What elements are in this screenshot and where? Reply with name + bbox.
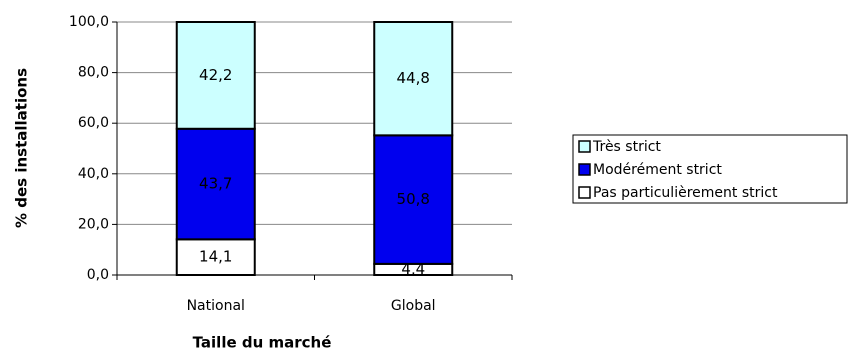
legend-label: Très strict xyxy=(592,139,661,155)
value-label: 42,2 xyxy=(199,66,232,84)
y-tick-label: 0,0 xyxy=(87,267,109,283)
value-label: 43,7 xyxy=(199,175,232,193)
bar-segment xyxy=(373,21,454,137)
x-tick-label: National xyxy=(187,298,245,314)
value-label: 44,8 xyxy=(397,69,430,87)
value-label: 50,8 xyxy=(397,190,430,208)
y-tick-label: 80,0 xyxy=(78,65,109,81)
legend-swatch xyxy=(578,140,591,153)
legend-swatch xyxy=(578,163,591,176)
bar-segment xyxy=(373,134,454,265)
y-tick-label: 40,0 xyxy=(78,166,109,182)
bar-segment xyxy=(175,238,256,276)
bar-segment xyxy=(175,127,256,241)
x-axis-title: Taille du marché xyxy=(193,334,332,352)
y-tick-label: 60,0 xyxy=(78,115,109,131)
y-axis-title: % des installations xyxy=(13,68,31,228)
legend-label: Pas particulièrement strict xyxy=(593,185,778,201)
y-tick-label: 20,0 xyxy=(78,216,109,232)
legend-swatch xyxy=(578,186,591,199)
bar-segment xyxy=(175,21,256,130)
legend-label: Modérément strict xyxy=(593,162,722,178)
x-tick-label: Global xyxy=(391,298,436,314)
value-label: 14,1 xyxy=(199,248,232,266)
y-tick-label: 100,0 xyxy=(69,14,109,30)
legend-box xyxy=(572,134,848,204)
